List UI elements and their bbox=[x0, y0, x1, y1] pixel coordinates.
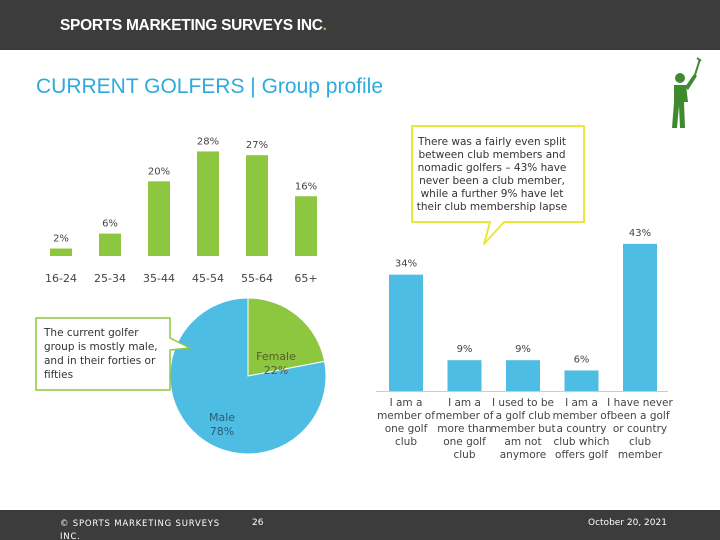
footer-date: October 20, 2021 bbox=[588, 518, 667, 528]
header-bar bbox=[0, 0, 720, 50]
age-bar-value: 2% bbox=[53, 234, 69, 245]
club-category-label: I used to be a golf club member but am not a… bbox=[490, 397, 555, 461]
age-category-label: 16-24 bbox=[45, 272, 77, 285]
club-bar bbox=[447, 360, 482, 391]
golfer-icon bbox=[672, 57, 702, 128]
page-number: 26 bbox=[252, 518, 264, 528]
club-bar-value: 6% bbox=[574, 354, 590, 365]
age-category-label: 55-64 bbox=[241, 272, 273, 285]
pie-slice-female bbox=[247, 297, 326, 377]
club-bar-value: 9% bbox=[457, 344, 473, 355]
note-text: The current golfer group is mostly male,… bbox=[44, 327, 158, 381]
brand-logo: SPORTS MARKETING SURVEYS INC. bbox=[60, 17, 327, 35]
copyright-text: © SPORTS MARKETING SURVEYS INC. bbox=[60, 519, 220, 540]
pie-label-male-value: 78% bbox=[210, 425, 234, 438]
brand-dot: . bbox=[322, 17, 327, 34]
club-bar-value: 34% bbox=[395, 259, 417, 270]
club-category-label: I have never been a golf or country club mem… bbox=[607, 397, 673, 461]
callout-text: There was a fairly even split between cl… bbox=[416, 136, 568, 213]
brand-text: SPORTS MARKETING SURVEYS INC bbox=[60, 17, 323, 34]
club-category-label: I am a member of one golf club bbox=[377, 397, 435, 448]
club-bar bbox=[623, 243, 657, 391]
age-bar bbox=[295, 196, 317, 256]
age-bar-chart: 2% 16-24 6% 25-34 20% 35-44 28% 45-54 27% 55-64 16… bbox=[45, 136, 318, 285]
age-bar bbox=[246, 155, 268, 256]
age-bar bbox=[148, 181, 170, 256]
club-bar-value: 43% bbox=[629, 228, 651, 239]
club-bar bbox=[564, 370, 599, 391]
age-category-label: 45-54 bbox=[192, 272, 224, 285]
age-category-label: 35-44 bbox=[143, 272, 175, 285]
age-bar-value: 27% bbox=[246, 140, 268, 151]
club-bar bbox=[389, 274, 423, 391]
age-bar-value: 28% bbox=[197, 136, 219, 147]
age-bar bbox=[197, 151, 219, 256]
club-bar bbox=[506, 360, 540, 391]
pie-label-male-name: Male bbox=[209, 411, 235, 424]
footer-bar bbox=[0, 510, 720, 540]
pie-slice-male bbox=[169, 297, 327, 455]
club-bar-value: 9% bbox=[515, 344, 531, 355]
pie-label-female-name: Female bbox=[256, 350, 296, 363]
age-bar bbox=[50, 248, 72, 256]
club-membership-bar-chart: 34% I am a member of one golf club 9% I am a me… bbox=[376, 228, 674, 461]
club-category-label: I am a member of more than one golf club bbox=[436, 397, 494, 461]
callout-bubble bbox=[411, 125, 585, 245]
age-category-label: 25-34 bbox=[94, 272, 126, 285]
note-bubble bbox=[35, 317, 191, 391]
age-category-label: 65+ bbox=[294, 272, 317, 285]
page-title: CURRENT GOLFERS | Group profile bbox=[36, 75, 383, 98]
pie-label-female-value: 22% bbox=[264, 364, 288, 377]
age-bar-value: 20% bbox=[148, 166, 170, 177]
age-bar-value: 16% bbox=[295, 181, 317, 192]
club-category-label: I am a member of a country club which offers… bbox=[553, 397, 611, 461]
age-bar bbox=[99, 233, 121, 256]
age-bar-value: 6% bbox=[102, 219, 118, 230]
